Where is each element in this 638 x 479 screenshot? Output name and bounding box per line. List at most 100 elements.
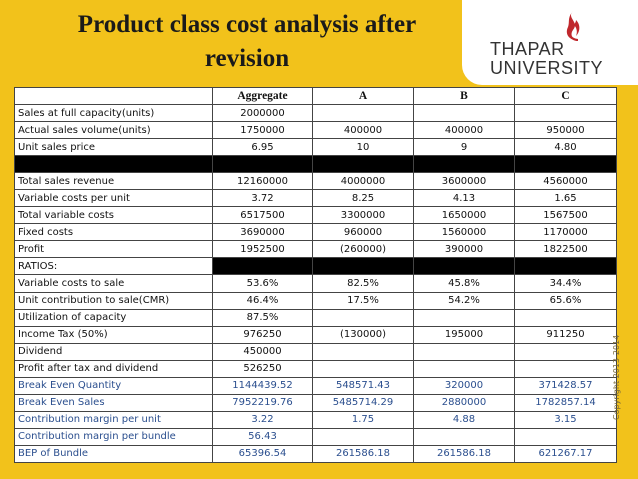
value-cell (312, 308, 414, 327)
value-cell: 261586.18 (312, 444, 414, 464)
value-cell: 5485714.29 (312, 393, 414, 412)
header-cell: A (312, 87, 414, 105)
value-cell: 4.80 (514, 138, 617, 157)
value-cell: 10 (312, 138, 414, 157)
header-cell: Aggregate (212, 87, 313, 105)
cost-analysis-table: Aggregate A B C Sales at full capacity(u… (14, 87, 617, 464)
value-cell: 371428.57 (514, 376, 617, 395)
value-cell (212, 257, 313, 276)
value-cell: 34.4% (514, 274, 617, 293)
value-cell: 390000 (413, 240, 515, 259)
row-label: Unit contribution to sale(CMR) (14, 291, 213, 310)
row-label: Income Tax (50%) (14, 325, 213, 344)
row-label: Fixed costs (14, 223, 213, 242)
value-cell: 65396.54 (212, 444, 313, 464)
value-cell: 960000 (312, 223, 414, 242)
table-body: Sales at full capacity(units) 2000000 Actu… (14, 103, 617, 464)
value-cell: 1822500 (514, 240, 617, 259)
table-row: Profit 1952500 (260000) 390000 1822500 (14, 240, 617, 259)
row-label: Unit sales price (14, 138, 213, 157)
table-row: Contribution margin per unit 3.22 1.75 4.88… (14, 410, 617, 429)
value-cell: 4.88 (413, 410, 515, 429)
value-cell: 911250 (514, 325, 617, 344)
row-label: Total variable costs (14, 206, 213, 225)
value-cell (514, 155, 617, 174)
logo-text-line2: UNIVERSITY (490, 58, 604, 78)
value-cell (312, 342, 414, 361)
value-cell: 320000 (413, 376, 515, 395)
value-cell (212, 155, 313, 174)
row-label: RATIOS: (14, 257, 213, 276)
value-cell: 54.2% (413, 291, 515, 310)
value-cell: 400000 (312, 121, 414, 140)
value-cell: 3690000 (212, 223, 313, 242)
value-cell: 17.5% (312, 291, 414, 310)
table-row: Break Even Quantity 1144439.52 548571.43 32… (14, 376, 617, 395)
table-row: Unit sales price 6.95 10 9 4.80 (14, 138, 617, 157)
value-cell: 4.13 (413, 189, 515, 208)
value-cell: (260000) (312, 240, 414, 259)
value-cell: 8.25 (312, 189, 414, 208)
value-cell: 1750000 (212, 121, 313, 140)
value-cell: 6.95 (212, 138, 313, 157)
row-label: Total sales revenue (14, 172, 213, 191)
table-row: Total sales revenue 12160000 4000000 360000… (14, 172, 617, 191)
value-cell: 9 (413, 138, 515, 157)
value-cell: 261586.18 (413, 444, 515, 464)
value-cell: 56.43 (212, 427, 313, 446)
value-cell: 53.6% (212, 274, 313, 293)
value-cell: 3.72 (212, 189, 313, 208)
value-cell: 3.15 (514, 410, 617, 429)
value-cell: 65.6% (514, 291, 617, 310)
value-cell: 2000000 (212, 103, 313, 123)
flame-logo-icon (566, 11, 580, 41)
value-cell (514, 103, 617, 123)
table-row: Utilization of capacity 87.5% (14, 308, 617, 327)
table-row: BEP of Bundle 65396.54 261586.18 261586.18 6… (14, 444, 617, 464)
row-label: Utilization of capacity (14, 308, 213, 327)
value-cell: 3.22 (212, 410, 313, 429)
value-cell (514, 427, 617, 446)
value-cell: 1.65 (514, 189, 617, 208)
value-cell: (130000) (312, 325, 414, 344)
value-cell: 6517500 (212, 206, 313, 225)
value-cell: 548571.43 (312, 376, 414, 395)
row-label: Contribution margin per bundle (14, 427, 213, 446)
page-title: Product class cost analysis after revisi… (77, 11, 417, 72)
table-header-row: Aggregate A B C (14, 87, 617, 105)
value-cell: 1952500 (212, 240, 313, 259)
row-label: Profit after tax and dividend (14, 359, 213, 378)
row-label: Break Even Quantity (14, 376, 213, 395)
table-row: Dividend 450000 (14, 342, 617, 361)
value-cell: 4560000 (514, 172, 617, 191)
value-cell: 46.4% (212, 291, 313, 310)
value-cell: 1650000 (413, 206, 515, 225)
table-row: Income Tax (50%) 976250 (130000) 195000 9112… (14, 325, 617, 344)
value-cell (413, 427, 515, 446)
value-cell (312, 103, 414, 123)
value-cell (413, 103, 515, 123)
value-cell: 7952219.76 (212, 393, 313, 412)
row-label: Sales at full capacity(units) (14, 103, 213, 123)
row-label: Break Even Sales (14, 393, 213, 412)
value-cell: 3300000 (312, 206, 414, 225)
table-row: Variable costs per unit 3.72 8.25 4.13 1.65 (14, 189, 617, 208)
header-cell: C (514, 87, 617, 105)
row-label: BEP of Bundle (14, 444, 213, 464)
value-cell (514, 257, 617, 276)
row-label: Variable costs per unit (14, 189, 213, 208)
value-cell (312, 427, 414, 446)
value-cell: 195000 (413, 325, 515, 344)
table-row: Total variable costs 6517500 3300000 165000… (14, 206, 617, 225)
value-cell: 1144439.52 (212, 376, 313, 395)
header-cell: B (413, 87, 515, 105)
table-row: Fixed costs 3690000 960000 1560000 1170000 (14, 223, 617, 242)
table-row: Profit after tax and dividend 526250 (14, 359, 617, 378)
value-cell: 4000000 (312, 172, 414, 191)
value-cell: 1170000 (514, 223, 617, 242)
value-cell (413, 308, 515, 327)
value-cell: 526250 (212, 359, 313, 378)
value-cell: 45.8% (413, 274, 515, 293)
value-cell: 976250 (212, 325, 313, 344)
value-cell: 950000 (514, 121, 617, 140)
